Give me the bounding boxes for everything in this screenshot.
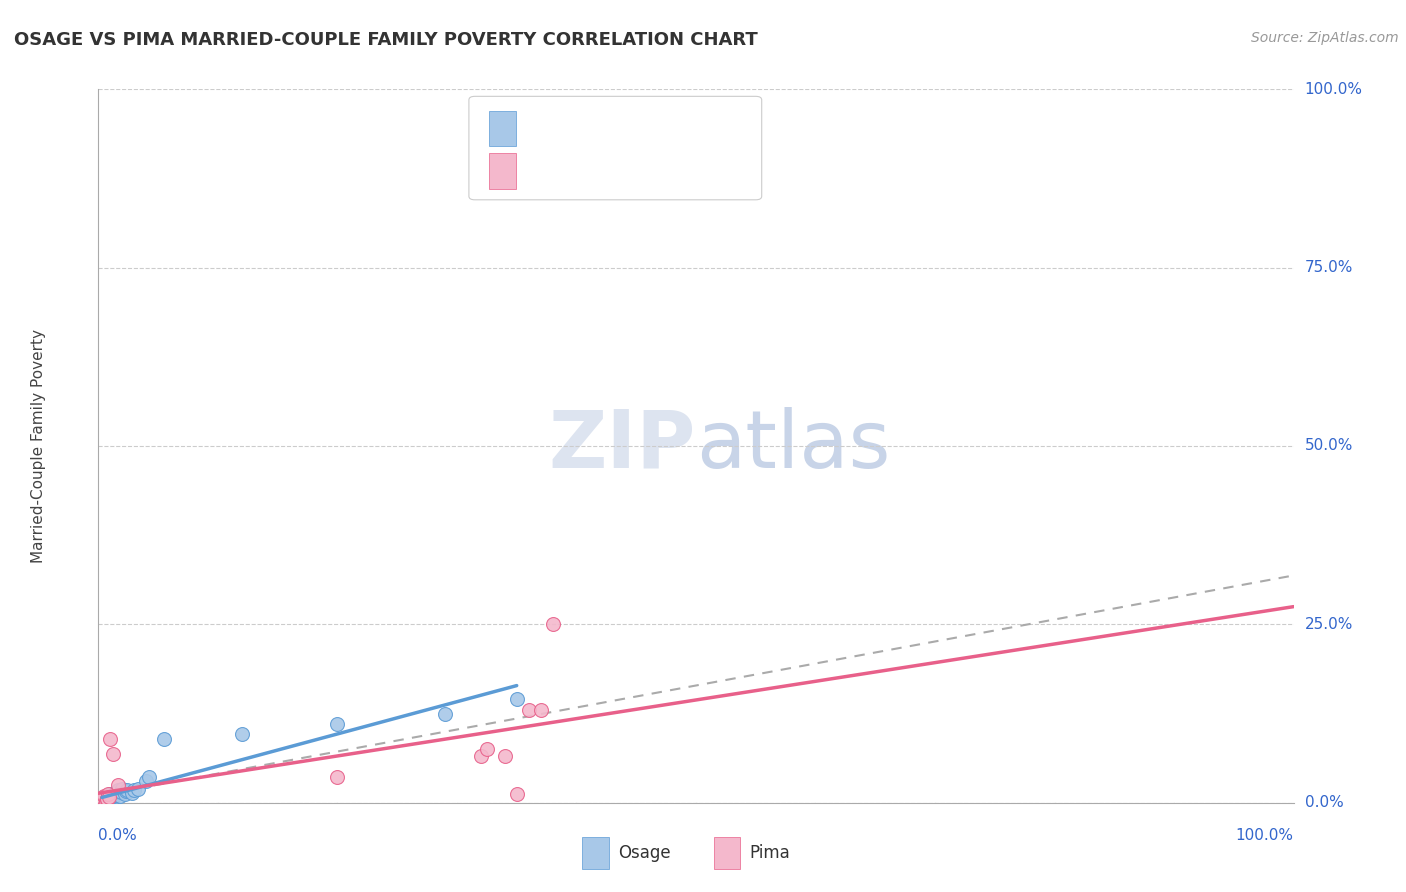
- Point: [103, 789, 125, 804]
- Point: [98, 789, 122, 803]
- FancyBboxPatch shape: [489, 153, 516, 189]
- Point: [153, 731, 176, 746]
- Point: [530, 703, 553, 717]
- Text: ZIP: ZIP: [548, 407, 696, 485]
- Point: [111, 781, 134, 796]
- Point: [124, 783, 146, 797]
- Point: [506, 787, 529, 801]
- Point: [96, 792, 118, 806]
- Point: [91, 795, 114, 809]
- Point: [107, 778, 129, 792]
- Text: 0.0%: 0.0%: [98, 828, 138, 843]
- Point: [506, 692, 529, 706]
- Point: [94, 795, 117, 809]
- Point: [96, 791, 118, 805]
- Text: Pima: Pima: [749, 844, 790, 862]
- Point: [470, 749, 492, 764]
- Point: [494, 749, 516, 764]
- Point: [93, 789, 115, 803]
- Point: [105, 785, 128, 799]
- Text: atlas: atlas: [696, 407, 890, 485]
- Point: [98, 790, 121, 805]
- Point: [91, 790, 114, 805]
- Point: [98, 787, 122, 801]
- Point: [96, 793, 118, 807]
- Point: [517, 703, 540, 717]
- Text: Source: ZipAtlas.com: Source: ZipAtlas.com: [1251, 31, 1399, 45]
- Point: [91, 794, 114, 808]
- FancyBboxPatch shape: [714, 837, 740, 869]
- Point: [115, 783, 138, 797]
- Point: [101, 747, 124, 762]
- Point: [94, 794, 117, 808]
- Point: [94, 795, 117, 809]
- Point: [110, 785, 132, 799]
- Point: [138, 770, 160, 784]
- Point: [91, 792, 114, 806]
- Point: [121, 786, 143, 800]
- Point: [108, 789, 131, 803]
- Point: [91, 795, 114, 809]
- Point: [541, 617, 564, 632]
- Text: Married-Couple Family Poverty: Married-Couple Family Poverty: [31, 329, 46, 563]
- Text: Osage: Osage: [619, 844, 671, 862]
- Point: [104, 788, 127, 802]
- Point: [91, 791, 114, 805]
- Point: [93, 794, 115, 808]
- Point: [91, 795, 114, 809]
- Text: N = 38: N = 38: [636, 120, 693, 137]
- Point: [91, 794, 114, 808]
- Point: [127, 781, 149, 796]
- Point: [434, 706, 457, 721]
- Point: [98, 790, 121, 805]
- Text: 100.0%: 100.0%: [1236, 828, 1294, 843]
- Point: [475, 742, 498, 756]
- Point: [231, 727, 253, 741]
- Point: [91, 795, 114, 809]
- Point: [91, 794, 114, 808]
- Text: R = 0.656: R = 0.656: [527, 120, 610, 137]
- Text: 75.0%: 75.0%: [1305, 260, 1353, 275]
- Text: 25.0%: 25.0%: [1305, 617, 1353, 632]
- Text: OSAGE VS PIMA MARRIED-COUPLE FAMILY POVERTY CORRELATION CHART: OSAGE VS PIMA MARRIED-COUPLE FAMILY POVE…: [14, 31, 758, 49]
- Point: [135, 774, 157, 789]
- FancyBboxPatch shape: [489, 111, 516, 146]
- Point: [326, 770, 349, 784]
- Text: 100.0%: 100.0%: [1305, 82, 1362, 96]
- Point: [114, 787, 136, 801]
- Point: [326, 717, 349, 731]
- Point: [101, 790, 124, 805]
- Point: [107, 783, 129, 797]
- FancyBboxPatch shape: [582, 837, 609, 869]
- Text: N = 22: N = 22: [636, 162, 693, 180]
- Point: [93, 793, 115, 807]
- Text: 50.0%: 50.0%: [1305, 439, 1353, 453]
- Point: [91, 794, 114, 808]
- Point: [98, 731, 122, 746]
- Point: [115, 784, 138, 798]
- Point: [91, 794, 114, 808]
- Point: [97, 791, 120, 805]
- Point: [91, 795, 114, 809]
- Text: 0.0%: 0.0%: [1305, 796, 1343, 810]
- Point: [97, 787, 120, 801]
- FancyBboxPatch shape: [470, 96, 762, 200]
- Text: R = 0.632: R = 0.632: [527, 162, 612, 180]
